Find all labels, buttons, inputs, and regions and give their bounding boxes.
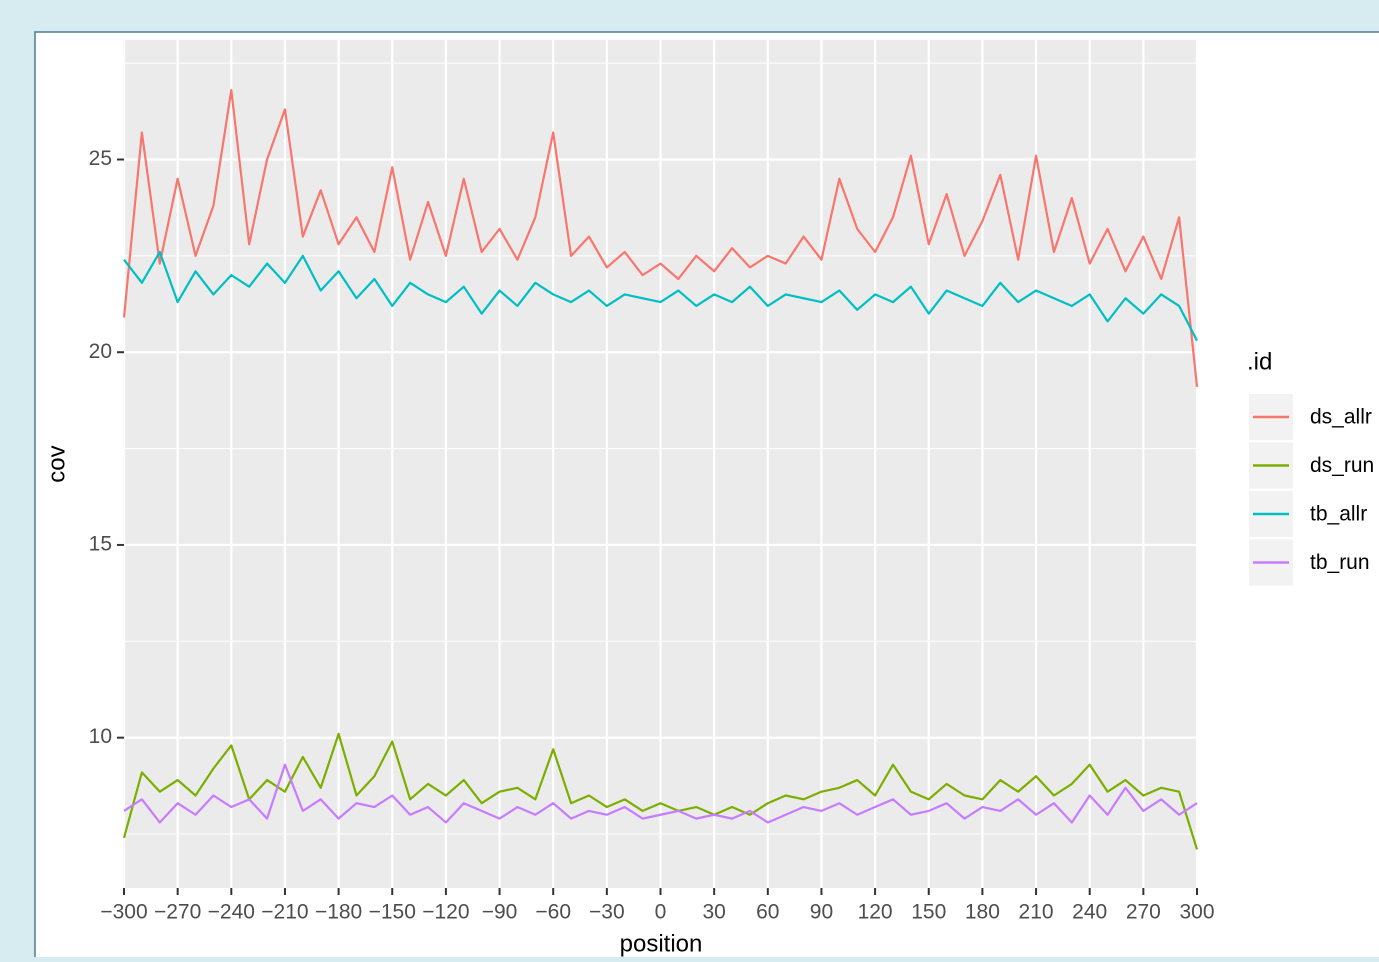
- y-tick-label: 25: [89, 147, 112, 170]
- legend-label: ds_allr: [1310, 406, 1372, 429]
- x-tick-label: 60: [756, 901, 779, 924]
- x-tick-label: 90: [810, 901, 833, 924]
- x-tick-label: −240: [208, 901, 255, 924]
- x-tick-label: 150: [911, 901, 946, 924]
- x-tick-label: −60: [535, 901, 571, 924]
- legend: ds_allr ds_run tb_allr tb_run: [1249, 394, 1374, 586]
- y-tick-label: 10: [89, 725, 112, 748]
- x-tick-label: −180: [315, 901, 362, 924]
- y-tick-label: 20: [89, 340, 112, 363]
- x-axis-title: position: [620, 930, 703, 957]
- legend-label: ds_run: [1310, 454, 1374, 477]
- x-tick-label: 210: [1019, 901, 1054, 924]
- series-line: [122, 732, 1199, 850]
- x-tick-label: −270: [154, 901, 201, 924]
- series-line: [123, 763, 1198, 824]
- x-tick-label: 30: [702, 901, 725, 924]
- x-tick-label: 120: [858, 901, 893, 924]
- x-tick-label: −150: [369, 901, 416, 924]
- x-tick-label: −90: [482, 901, 518, 924]
- legend-label: tb_allr: [1310, 503, 1367, 526]
- x-tick-label: 180: [965, 901, 1000, 924]
- x-tick-label: −300: [100, 901, 147, 924]
- lines: [122, 89, 1199, 850]
- legend-title: .id: [1247, 348, 1272, 375]
- x-tick-label: 300: [1179, 901, 1214, 924]
- x-tick-label: −30: [589, 901, 625, 924]
- x-tick-label: 0: [655, 901, 667, 924]
- x-tick-label: −210: [261, 901, 308, 924]
- legend-label: tb_run: [1310, 551, 1370, 574]
- grid: [122, 40, 1199, 888]
- y-axis-title: cov: [43, 445, 70, 482]
- series-line: [122, 89, 1199, 388]
- y-tick-label: 15: [89, 532, 112, 555]
- series-line: [123, 250, 1198, 342]
- x-tick-label: 240: [1072, 901, 1107, 924]
- x-tick-label: 270: [1126, 901, 1161, 924]
- x-tick-label: −120: [422, 901, 469, 924]
